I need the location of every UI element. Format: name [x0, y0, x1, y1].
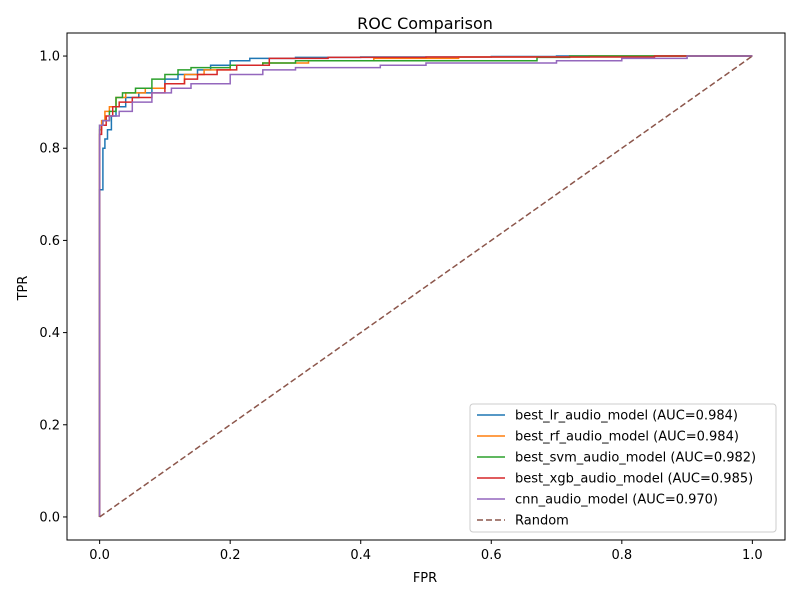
legend-entry-label: Random	[515, 514, 569, 529]
x-axis-ticks: 0.0 0.2 0.4 0.6 0.8 1.0	[89, 540, 763, 563]
x-tick-label: 0.2	[220, 548, 241, 563]
x-tick-label: 1.0	[742, 548, 763, 563]
plot-lines	[98, 55, 753, 518]
legend-entry-label: best_xgb_audio_model (AUC=0.985)	[515, 472, 753, 487]
y-tick-label: 0.2	[39, 418, 60, 433]
legend-entry-label: cnn_audio_model (AUC=0.970)	[515, 493, 718, 508]
legend-entry-label: best_rf_audio_model (AUC=0.984)	[515, 430, 739, 445]
y-tick-label: 0.8	[39, 142, 60, 157]
legend-entry-label: best_lr_audio_model (AUC=0.984)	[515, 409, 738, 424]
y-tick-label: 0.0	[39, 510, 60, 525]
x-tick-label: 0.4	[350, 548, 371, 563]
legend-entry-label: best_svm_audio_model (AUC=0.982)	[515, 451, 756, 466]
y-axis-ticks: 0.0 0.2 0.4 0.6 0.8 1.0	[39, 50, 67, 525]
y-axis-label: TPR	[16, 276, 31, 302]
series-line-3	[98, 55, 753, 517]
series-line-4	[98, 55, 753, 517]
x-axis-label: FPR	[413, 571, 437, 586]
y-tick-label: 0.6	[39, 234, 60, 249]
plot-frame	[66, 32, 786, 541]
chart-title: ROC Comparison	[357, 14, 493, 33]
legend-box	[469, 403, 777, 533]
series-line-5	[99, 55, 753, 518]
legend: best_lr_audio_model (AUC=0.984) best_rf_a…	[469, 403, 777, 533]
y-tick-label: 0.4	[39, 326, 60, 341]
series-line-2	[98, 55, 753, 517]
x-tick-label: 0.6	[481, 548, 502, 563]
y-tick-label: 1.0	[39, 50, 60, 65]
x-tick-label: 0.8	[611, 548, 632, 563]
x-tick-label: 0.0	[89, 548, 110, 563]
